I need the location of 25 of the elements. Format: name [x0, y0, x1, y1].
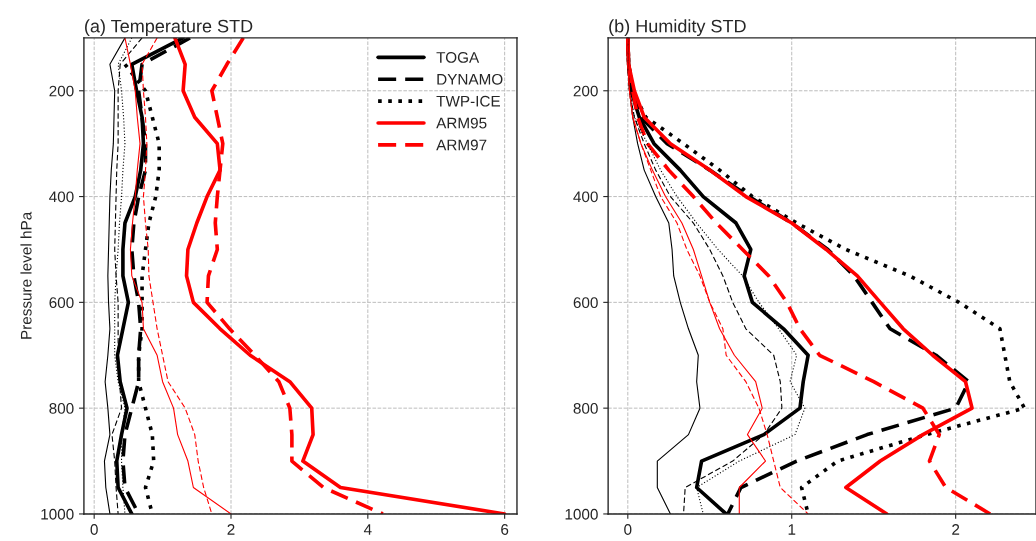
- legend-label: ARM97: [436, 139, 487, 151]
- legend-label: ARM95: [436, 117, 487, 129]
- y-tick-label: 600: [49, 297, 74, 309]
- x-tick-label: 1: [788, 524, 796, 535]
- y-tick-label: 1000: [565, 508, 598, 520]
- y-tick-label: 400: [49, 191, 74, 203]
- legend-label: TOGA: [436, 52, 480, 63]
- x-tick-label: 6: [501, 524, 509, 535]
- x-tick-label: 2: [952, 524, 960, 535]
- legend-label: DYNAMO: [437, 73, 503, 85]
- legend-label: TWP-ICE: [436, 95, 500, 107]
- x-tick-label: 2: [227, 524, 235, 535]
- y-tick-label: 200: [573, 85, 598, 97]
- x-tick-label: 4: [363, 524, 372, 535]
- y-tick-label: 200: [49, 85, 74, 97]
- y-tick-label: 800: [573, 403, 598, 414]
- chart-title: (a) Temperature STD: [85, 19, 253, 37]
- y-tick-label: 600: [573, 297, 598, 309]
- y-tick-label: 400: [573, 191, 598, 203]
- x-tick-label: 0: [624, 524, 632, 535]
- x-tick-label: 0: [90, 524, 98, 535]
- y-tick-label: 1000: [41, 508, 74, 520]
- y-tick-label: 800: [49, 403, 74, 414]
- y-axis-title: Pressure level hPa: [20, 211, 32, 339]
- chart-title: (b) Humidity STD: [609, 19, 746, 37]
